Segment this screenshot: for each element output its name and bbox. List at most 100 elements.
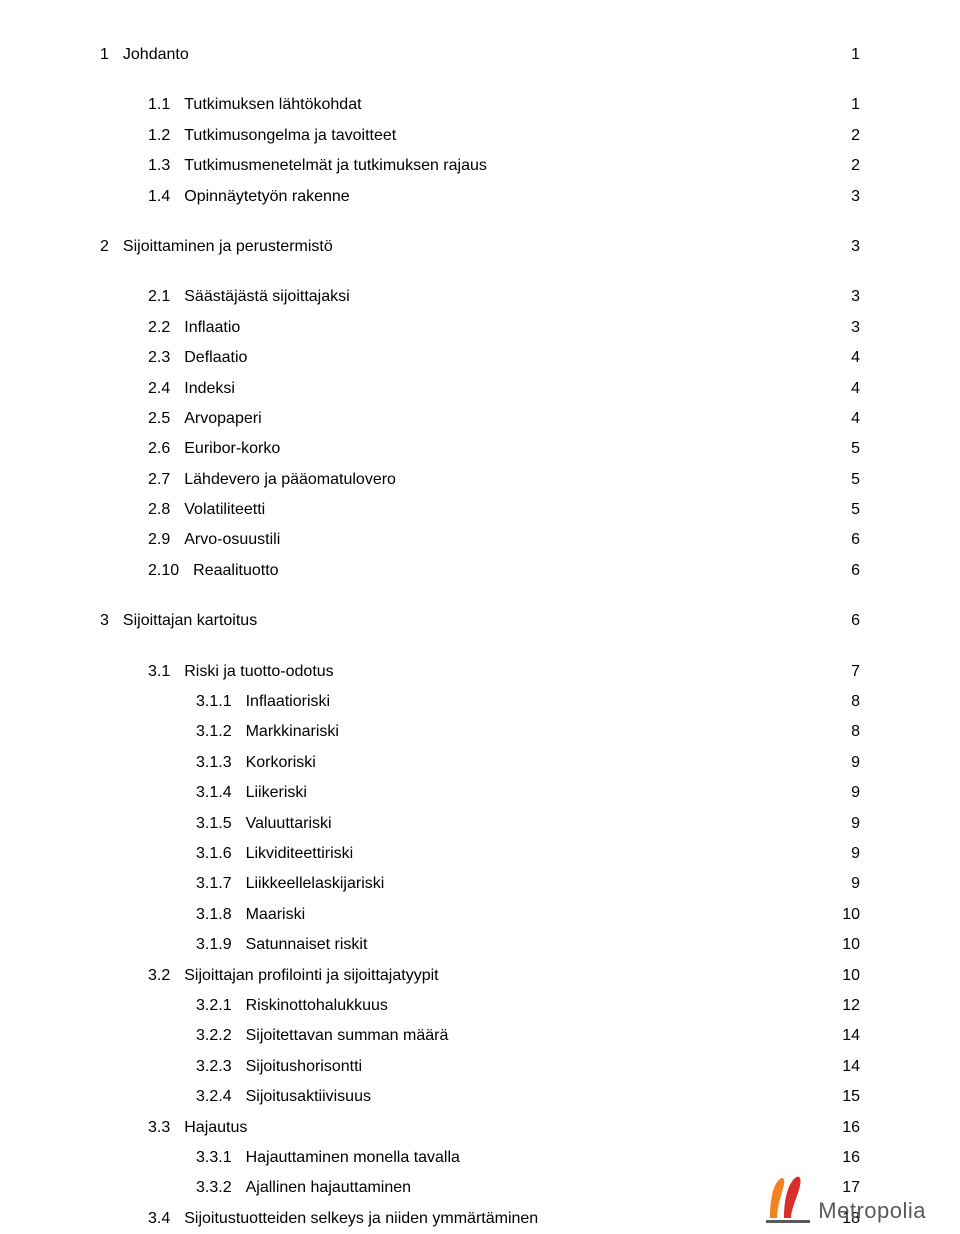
toc-entry-title: Markkinariski [246, 717, 339, 747]
toc-entry-page: 10 [842, 961, 860, 991]
toc-entry-title: Tutkimusmenetelmät ja tutkimuksen rajaus [184, 151, 487, 181]
toc-entry: 3.1.1Inflaatioriski 8 [100, 687, 860, 717]
toc-entry-left: 2Sijoittaminen ja perustermistö [100, 232, 333, 262]
toc-entry: 3.1.9Satunnaiset riskit10 [100, 930, 860, 960]
toc-entry-left: 3.1.3Korkoriski [100, 748, 316, 778]
toc-entry-page: 8 [851, 717, 860, 747]
toc-entry-title: Inflaatioriski [246, 687, 330, 717]
toc-entry-title: Maariski [246, 900, 306, 930]
toc-entry-left: 2.7 Lähdevero ja pääomatulovero [100, 465, 396, 495]
toc-entry-page: 5 [851, 465, 860, 495]
toc-entry: 3.2.3Sijoitushorisontti14 [100, 1052, 860, 1082]
toc-entry-left: 1Johdanto [100, 40, 189, 70]
toc-entry: 3.2.1Riskinottohalukkuus12 [100, 991, 860, 1021]
toc-entry-title: Hajautus [184, 1113, 247, 1143]
toc-entry: 3.1.6 Likviditeettiriski 9 [100, 839, 860, 869]
toc-entry-number: 3.1.5 [196, 809, 232, 839]
toc-entry-left: 3.2.2Sijoitettavan summan määrä [100, 1021, 448, 1051]
toc-entry-left: 3.1.1Inflaatioriski [100, 687, 330, 717]
toc-entry-left: 2.9Arvo-osuustili [100, 525, 280, 555]
toc-entry-number: 3.2.4 [196, 1082, 232, 1112]
toc-entry: 3.1.4Liikeriski 9 [100, 778, 860, 808]
toc-entry-title: Opinnäytetyön rakenne [184, 182, 349, 212]
toc-entry: 3.3.2Ajallinen hajauttaminen17 [100, 1173, 860, 1203]
toc-entry-left: 3.2.4Sijoitusaktiivisuus [100, 1082, 371, 1112]
toc-entry: 3.1.8Maariski10 [100, 900, 860, 930]
toc-entry: 2.9Arvo-osuustili 6 [100, 525, 860, 555]
toc-entry-number: 2.8 [148, 495, 170, 525]
toc-entry-left: 2.3Deflaatio [100, 343, 247, 373]
toc-entry-title: Valuuttariski [246, 809, 332, 839]
toc-entry-title: Tutkimusongelma ja tavoitteet [184, 121, 396, 151]
toc-entry-number: 3.1 [148, 657, 170, 687]
toc-entry-page: 9 [851, 778, 860, 808]
toc-entry: 2.8Volatiliteetti5 [100, 495, 860, 525]
toc-entry: 2.10Reaalituotto6 [100, 556, 860, 586]
toc-entry-left: 3.1.6 Likviditeettiriski [100, 839, 353, 869]
toc-entry: 1.2Tutkimusongelma ja tavoitteet2 [100, 121, 860, 151]
metropolia-logo-icon [764, 1170, 812, 1224]
toc-entry-number: 2.4 [148, 374, 170, 404]
toc-entry-number: 2.7 [148, 465, 170, 495]
toc-entry-title: Likviditeettiriski [246, 839, 354, 869]
toc-entry-title: Lähdevero ja pääomatulovero [184, 465, 396, 495]
toc-entry-page: 6 [851, 606, 860, 636]
toc-entry-title: Arvopaperi [184, 404, 261, 434]
toc-entry-title: Sijoittajan kartoitus [123, 606, 257, 636]
toc-entry-left: 3.1Riski ja tuotto-odotus [100, 657, 334, 687]
toc-spacer [100, 262, 860, 282]
toc-entry-number: 3.1.8 [196, 900, 232, 930]
toc-entry-page: 14 [842, 1052, 860, 1082]
toc-entry: 2.3Deflaatio4 [100, 343, 860, 373]
toc-entry-left: 1.1 Tutkimuksen lähtökohdat [100, 90, 362, 120]
toc-entry-left: 1.2Tutkimusongelma ja tavoitteet [100, 121, 396, 151]
toc-spacer [100, 586, 860, 606]
toc-entry-title: Inflaatio [184, 313, 240, 343]
toc-entry-title: Satunnaiset riskit [246, 930, 368, 960]
toc-entry-number: 3.4 [148, 1204, 170, 1234]
toc-entry-title: Liikkeellelaskijariski [246, 869, 385, 899]
toc-entry-title: Volatiliteetti [184, 495, 265, 525]
toc-entry-left: 3 Sijoittajan kartoitus [100, 606, 257, 636]
page: { "toc": [ { "level": 1, "num": "1", "te… [0, 0, 960, 1234]
toc-entry-title: Tutkimuksen lähtökohdat [184, 90, 361, 120]
toc-entry-number: 2.3 [148, 343, 170, 373]
toc-entry-number: 3 [100, 606, 109, 636]
toc-entry: 2Sijoittaminen ja perustermistö3 [100, 232, 860, 262]
toc-entry: 2.6Euribor-korko5 [100, 434, 860, 464]
toc-entry-page: 9 [851, 748, 860, 778]
toc-entry-number: 3.2.3 [196, 1052, 232, 1082]
toc-entry-number: 3.3 [148, 1113, 170, 1143]
toc-entry-left: 3.1.5 Valuuttariski [100, 809, 332, 839]
toc-entry-number: 1.1 [148, 90, 170, 120]
toc-entry-left: 3.4Sijoitustuotteiden selkeys ja niiden … [100, 1204, 538, 1234]
toc-entry-number: 3.2.2 [196, 1021, 232, 1051]
toc-entry-page: 8 [851, 687, 860, 717]
toc-spacer [100, 637, 860, 657]
toc-entry-number: 3.2.1 [196, 991, 232, 1021]
toc-entry: 2.5Arvopaperi4 [100, 404, 860, 434]
toc-entry-left: 2.1Säästäjästä sijoittajaksi [100, 282, 350, 312]
toc-entry-page: 14 [842, 1021, 860, 1051]
toc-entry-left: 2.6Euribor-korko [100, 434, 280, 464]
toc-entry-number: 3.1.6 [196, 839, 232, 869]
toc-entry-title: Korkoriski [246, 748, 316, 778]
toc-entry-left: 3.1.7Liikkeellelaskijariski [100, 869, 384, 899]
toc-entry-page: 3 [851, 282, 860, 312]
toc-entry-page: 9 [851, 839, 860, 869]
toc-entry-left: 2.8 Volatiliteetti [100, 495, 265, 525]
toc-entry-left: 3.3 Hajautus [100, 1113, 247, 1143]
toc-entry-number: 3.3.1 [196, 1143, 232, 1173]
toc-entry-left: 3.1.4Liikeriski [100, 778, 307, 808]
toc-entry-left: 3.1.8 Maariski [100, 900, 305, 930]
toc-entry-page: 6 [851, 525, 860, 555]
toc-entry-left: 3.2.1Riskinottohalukkuus [100, 991, 388, 1021]
toc-entry-title: Euribor-korko [184, 434, 280, 464]
toc-entry: 2.1Säästäjästä sijoittajaksi 3 [100, 282, 860, 312]
toc-entry: 3.2.2Sijoitettavan summan määrä 14 [100, 1021, 860, 1051]
toc-entry-page: 6 [851, 556, 860, 586]
toc-entry-number: 2.10 [148, 556, 179, 586]
toc-entry: 3.3.1Hajauttaminen monella tavalla16 [100, 1143, 860, 1173]
toc-entry: 1.1Tutkimuksen lähtökohdat1 [100, 90, 860, 120]
toc-entry-page: 2 [851, 151, 860, 181]
